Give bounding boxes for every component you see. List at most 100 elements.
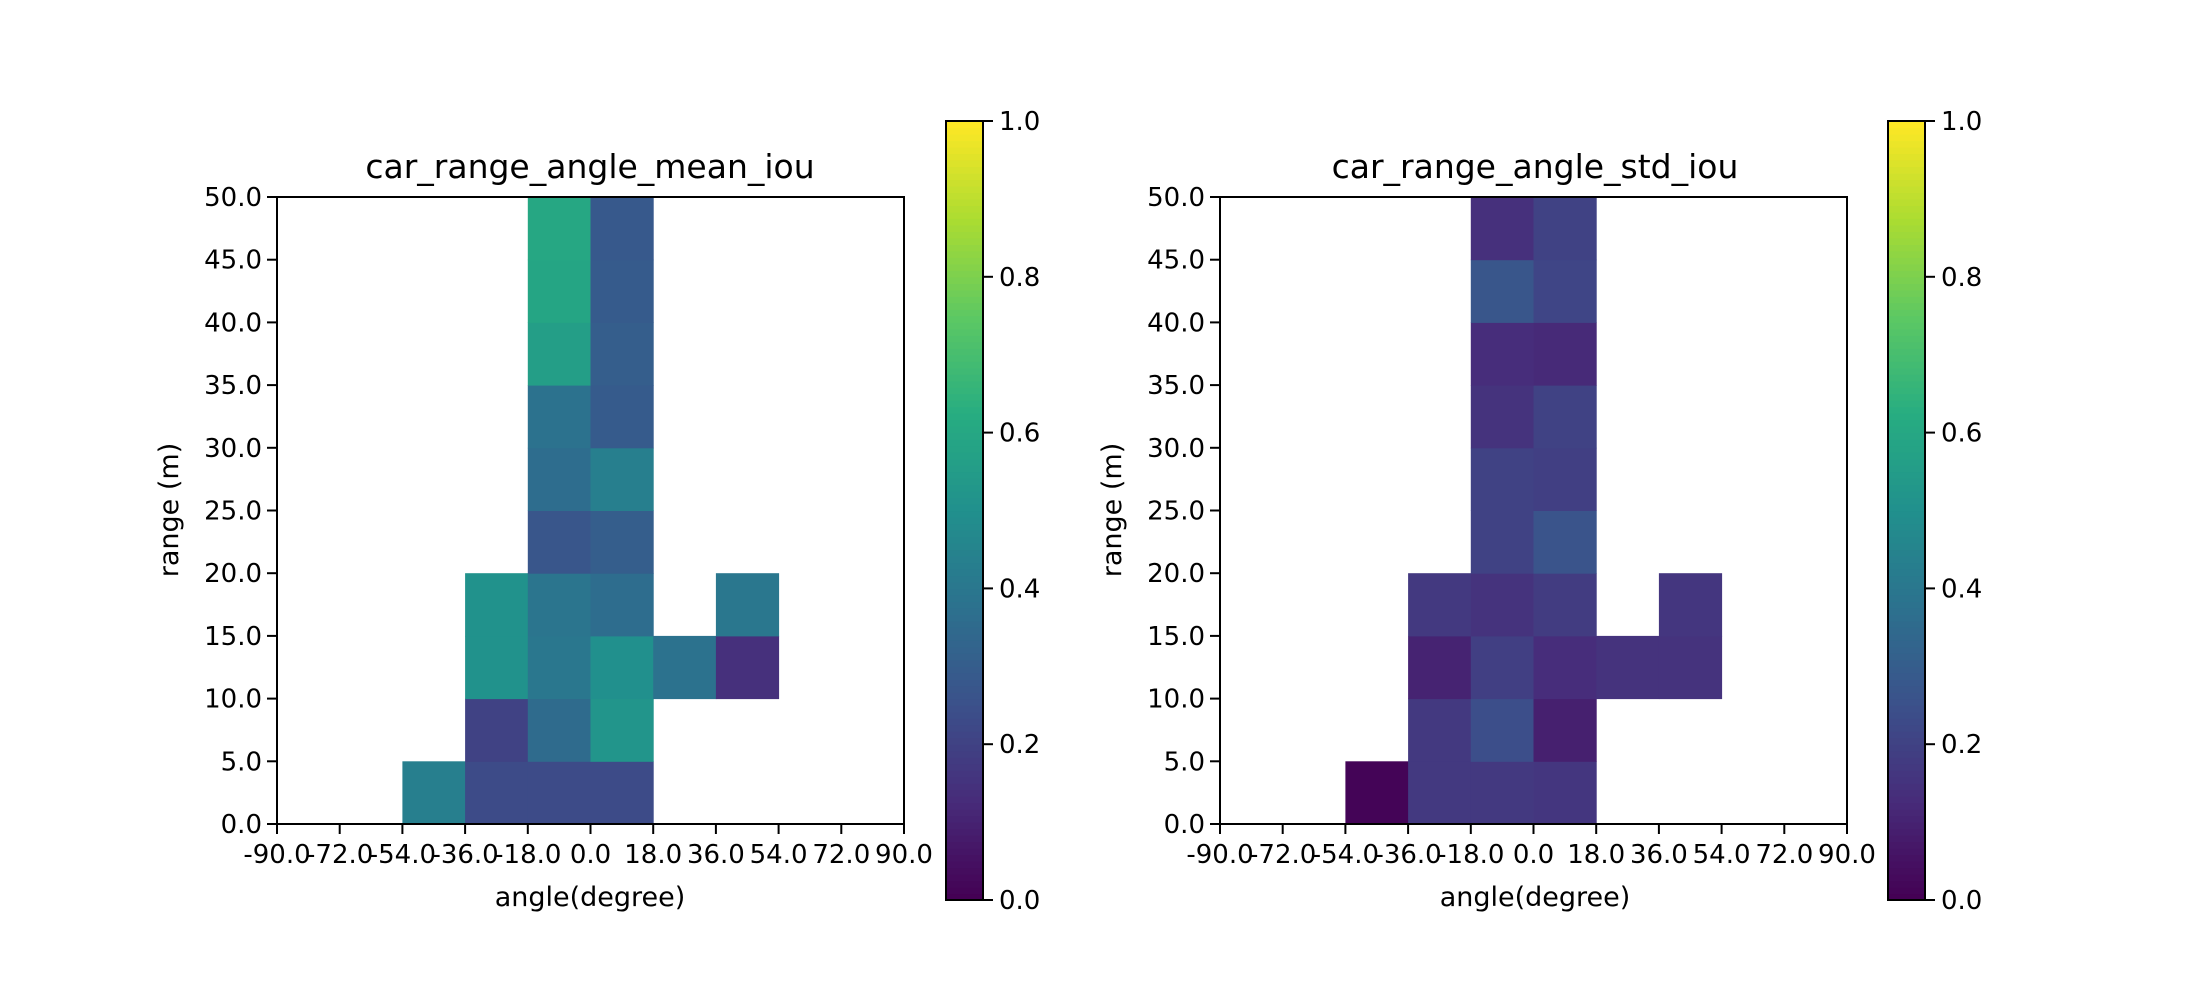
heatmap-cell <box>527 510 591 574</box>
colorbar-tick-label: 0.2 <box>999 730 1040 760</box>
y-tick-label: 10.0 <box>1147 685 1205 715</box>
colorbar-segment <box>946 627 983 635</box>
colorbar-segment <box>946 542 983 551</box>
colorbar-segment <box>946 692 983 700</box>
y-tick-label: 5.0 <box>1164 747 1205 777</box>
colorbar-segment <box>946 679 983 687</box>
colorbar-segment <box>1888 419 1925 427</box>
colorbar-segment <box>1888 172 1925 181</box>
colorbar-segment <box>946 711 983 719</box>
colorbar-segment <box>946 529 983 538</box>
colorbar-segment <box>1888 679 1925 687</box>
colorbar-segment <box>946 426 983 434</box>
x-axis-label: angle(degree) <box>1440 882 1631 913</box>
y-tick-label: 45.0 <box>204 246 262 276</box>
colorbar-segment <box>1888 309 1925 317</box>
colorbar-segment <box>946 348 983 356</box>
colorbar-segment <box>946 127 983 135</box>
colorbar-segment <box>946 549 983 557</box>
heatmap-cell <box>1408 573 1472 637</box>
x-tick-label: 72.0 <box>1755 840 1813 870</box>
colorbar-frame <box>1887 120 1926 901</box>
colorbar-tick-label: 0.0 <box>1941 886 1982 916</box>
heatmap-cell <box>1470 259 1534 323</box>
colorbar-segment <box>946 309 983 317</box>
heatmap-cell <box>1470 322 1534 386</box>
colorbar-segment <box>946 419 983 427</box>
colorbar-segment <box>946 276 983 284</box>
colorbar-segment <box>1888 237 1925 245</box>
colorbar-segment <box>946 750 983 758</box>
colorbar-segment <box>946 828 983 836</box>
colorbar-segment <box>1888 276 1925 284</box>
colorbar-segment <box>946 406 983 414</box>
colorbar-segment <box>946 263 983 271</box>
colorbar-segment <box>1888 133 1925 142</box>
colorbar-segment <box>946 497 983 505</box>
x-tick-label: 54.0 <box>750 840 808 870</box>
colorbar-segment <box>1888 179 1925 187</box>
colorbar-segment <box>1888 581 1925 589</box>
colorbar-tick-label: 0.2 <box>1941 730 1982 760</box>
colorbar-segment <box>1888 224 1925 232</box>
heatmap-cell <box>1345 761 1409 825</box>
colorbar-segment <box>1888 445 1925 453</box>
colorbar-segment <box>1888 705 1925 713</box>
colorbar-segment <box>1888 257 1925 265</box>
x-tick-label: -90.0 <box>243 840 310 870</box>
y-tick-label: 25.0 <box>204 497 262 527</box>
colorbar-segment <box>946 568 983 577</box>
heatmap-cell <box>527 385 591 449</box>
colorbar-segment <box>946 491 983 499</box>
heatmap-cell <box>527 761 591 825</box>
colorbar-segment <box>946 724 983 732</box>
colorbar-segment <box>946 510 983 518</box>
colorbar-segment <box>946 387 983 395</box>
colorbar-segment <box>946 789 983 797</box>
colorbar-segment <box>1888 724 1925 732</box>
colorbar-tick-label: 0.8 <box>1941 263 1982 293</box>
colorbar-segment <box>1888 354 1925 362</box>
heatmap-cell <box>1533 573 1597 637</box>
colorbar-segment <box>946 763 983 771</box>
x-axis-ticks: -90.0-72.0-54.0-36.0-18.0 0.0 18.0 36.0 54.0… <box>1186 824 1876 870</box>
heatmap-cell <box>1533 510 1597 574</box>
y-tick-label: 30.0 <box>1147 434 1205 464</box>
colorbar-segment <box>1888 426 1925 434</box>
heatmap-cell <box>1470 635 1534 700</box>
colorbar-segment <box>946 614 983 622</box>
heatmap-cell <box>465 573 529 637</box>
heatmap-cell <box>590 635 654 700</box>
x-tick-label: 36.0 <box>1630 840 1688 870</box>
x-tick-label: 72.0 <box>812 840 870 870</box>
colorbar-segment <box>1888 789 1925 797</box>
x-tick-label: -36.0 <box>1374 840 1441 870</box>
colorbar-segment <box>946 452 983 460</box>
colorbar-segment <box>946 296 983 304</box>
x-tick-label: 54.0 <box>1693 840 1751 870</box>
y-tick-label: 50.0 <box>204 183 262 213</box>
colorbar-segment <box>1888 211 1925 219</box>
colorbar-segment <box>1888 607 1925 615</box>
colorbar-segment <box>946 887 983 895</box>
heatmap-cell <box>1470 510 1534 574</box>
heatmap-cell <box>1533 259 1597 323</box>
colorbar-segment <box>946 270 983 278</box>
heatmap-cell <box>1658 635 1723 700</box>
colorbar-segment <box>1888 692 1925 700</box>
colorbar-segment <box>1888 601 1925 609</box>
colorbar-segment <box>1888 620 1925 628</box>
heatmap-cell <box>590 447 654 511</box>
y-tick-label: 25.0 <box>1147 497 1205 527</box>
x-tick-label: 0.0 <box>570 840 611 870</box>
colorbar-segment <box>1888 348 1925 356</box>
colorbar-segment <box>1888 374 1925 382</box>
colorbar-segment <box>946 731 983 739</box>
colorbar-segment <box>946 653 983 661</box>
x-tick-label: -18.0 <box>1437 840 1504 870</box>
colorbar-segment <box>1888 588 1925 596</box>
heatmap-cell <box>715 635 780 700</box>
colorbar-tick-label: 0.0 <box>999 886 1040 916</box>
colorbar-segment <box>946 328 983 336</box>
